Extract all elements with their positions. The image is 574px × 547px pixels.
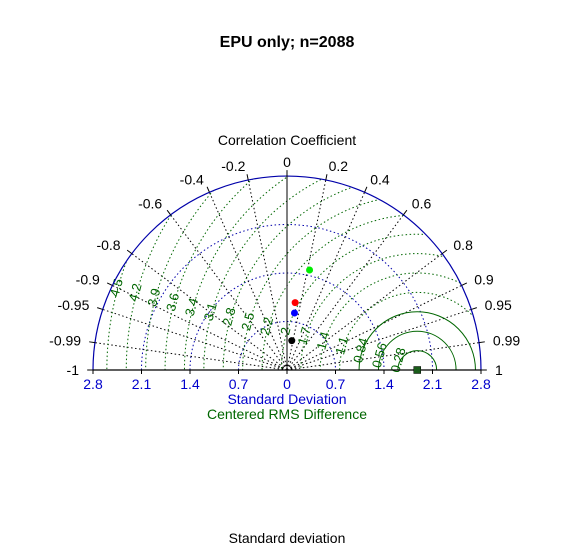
rms-label: 0.84 [350, 336, 371, 364]
correlation-line [131, 253, 288, 371]
std-tick-label: 2.8 [471, 376, 491, 392]
correlation-tick-label: -0.99 [49, 333, 81, 349]
correlation-line [94, 342, 288, 371]
rms-label: 0.56 [369, 341, 390, 369]
correlation-tick [471, 307, 477, 310]
model-point [290, 309, 298, 317]
rms-label: 2.2 [257, 316, 276, 337]
correlation-tick [97, 307, 103, 310]
correlation-tick [478, 341, 485, 344]
std-axis-label: Standard Deviation [227, 391, 346, 407]
correlation-tick-label: -1 [67, 362, 80, 378]
correlation-tick [461, 282, 468, 286]
rms-contour [300, 253, 481, 370]
rms-axis-label: Centered RMS Difference [207, 406, 367, 422]
correlation-tick-label: 0.4 [370, 171, 390, 187]
correlation-line [286, 342, 480, 371]
correlation-tick-label: 0.8 [453, 237, 473, 253]
rms-contour [319, 272, 481, 370]
correlation-line [102, 308, 288, 371]
std-tick-label: 0.7 [326, 376, 346, 392]
rms-label: 0.28 [388, 346, 409, 374]
std-tick-label: 2.8 [83, 376, 103, 392]
correlation-tick [364, 186, 368, 193]
correlation-line [286, 308, 472, 371]
rms-contour [339, 291, 481, 370]
correlation-line [286, 191, 366, 371]
correlation-line [247, 179, 288, 371]
correlation-tick [246, 174, 249, 181]
rms-label: 2 [277, 326, 293, 337]
rms-contour [397, 350, 438, 370]
correlation-tick [441, 249, 448, 255]
std-tick-label: 0.7 [229, 376, 249, 392]
rms-label: 1.1 [332, 335, 351, 356]
correlation-tick [106, 282, 113, 286]
rms-label: 2.8 [219, 306, 238, 327]
correlation-tick-label: -0.4 [180, 171, 204, 187]
std-tick-label: 1.4 [180, 376, 200, 392]
correlation-tick-label: -0.8 [96, 237, 120, 253]
correlation-tick [325, 174, 328, 181]
std-tick-label: 1.4 [374, 376, 394, 392]
std-tick-label: 2.1 [423, 376, 443, 392]
rms-contour [377, 330, 457, 370]
rms-label: 1.7 [295, 325, 314, 346]
correlation-axis-label: Correlation Coefficient [218, 132, 356, 148]
correlation-line [286, 284, 462, 371]
plot-area: 0.280.560.841.11.41.722.22.52.83.13.43.6… [49, 154, 520, 392]
model-point [288, 337, 296, 345]
correlation-line [286, 214, 404, 371]
correlation-tick-label: 0.6 [412, 196, 432, 212]
correlation-tick-label: 0.2 [329, 158, 349, 174]
model-point [291, 299, 299, 307]
rms-label: 3.1 [201, 301, 220, 322]
reference-point [413, 366, 422, 374]
correlation-tick [402, 209, 408, 216]
correlation-tick-label: -0.2 [221, 158, 245, 174]
rms-label: 3.4 [182, 296, 201, 317]
correlation-tick-label: -0.6 [138, 196, 162, 212]
correlation-tick [126, 249, 133, 255]
model-point [306, 266, 314, 274]
correlation-tick-label: 0.99 [493, 333, 520, 349]
correlation-tick-label: 0 [283, 154, 291, 170]
correlation-tick [206, 186, 210, 193]
rms-contour [203, 176, 481, 370]
correlation-line [112, 284, 288, 371]
std-tick-label: 0 [283, 376, 291, 392]
rms-label: 3.6 [163, 291, 182, 312]
correlation-tick-label: -0.9 [76, 271, 100, 287]
correlation-tick-label: 0.95 [485, 297, 512, 313]
correlation-line [286, 253, 443, 371]
rms-label: 4.2 [125, 282, 144, 303]
correlation-tick [166, 209, 172, 216]
bottom-caption: Standard deviation [229, 530, 346, 546]
rms-contour [145, 176, 481, 370]
rms-label: 4.5 [107, 277, 126, 298]
correlation-line [170, 214, 288, 371]
rms-label: 1.4 [313, 330, 332, 351]
rms-label: 2.5 [238, 311, 257, 332]
correlation-tick-label: 0.9 [474, 271, 494, 287]
std-tick-label: 2.1 [132, 376, 152, 392]
correlation-tick-label: -0.95 [57, 297, 89, 313]
correlation-tick-label: 1 [495, 362, 503, 378]
correlation-tick [89, 341, 96, 344]
chart-title: EPU only; n=2088 [220, 34, 355, 51]
rms-label: 3.9 [144, 287, 163, 308]
correlation-line [208, 191, 288, 371]
